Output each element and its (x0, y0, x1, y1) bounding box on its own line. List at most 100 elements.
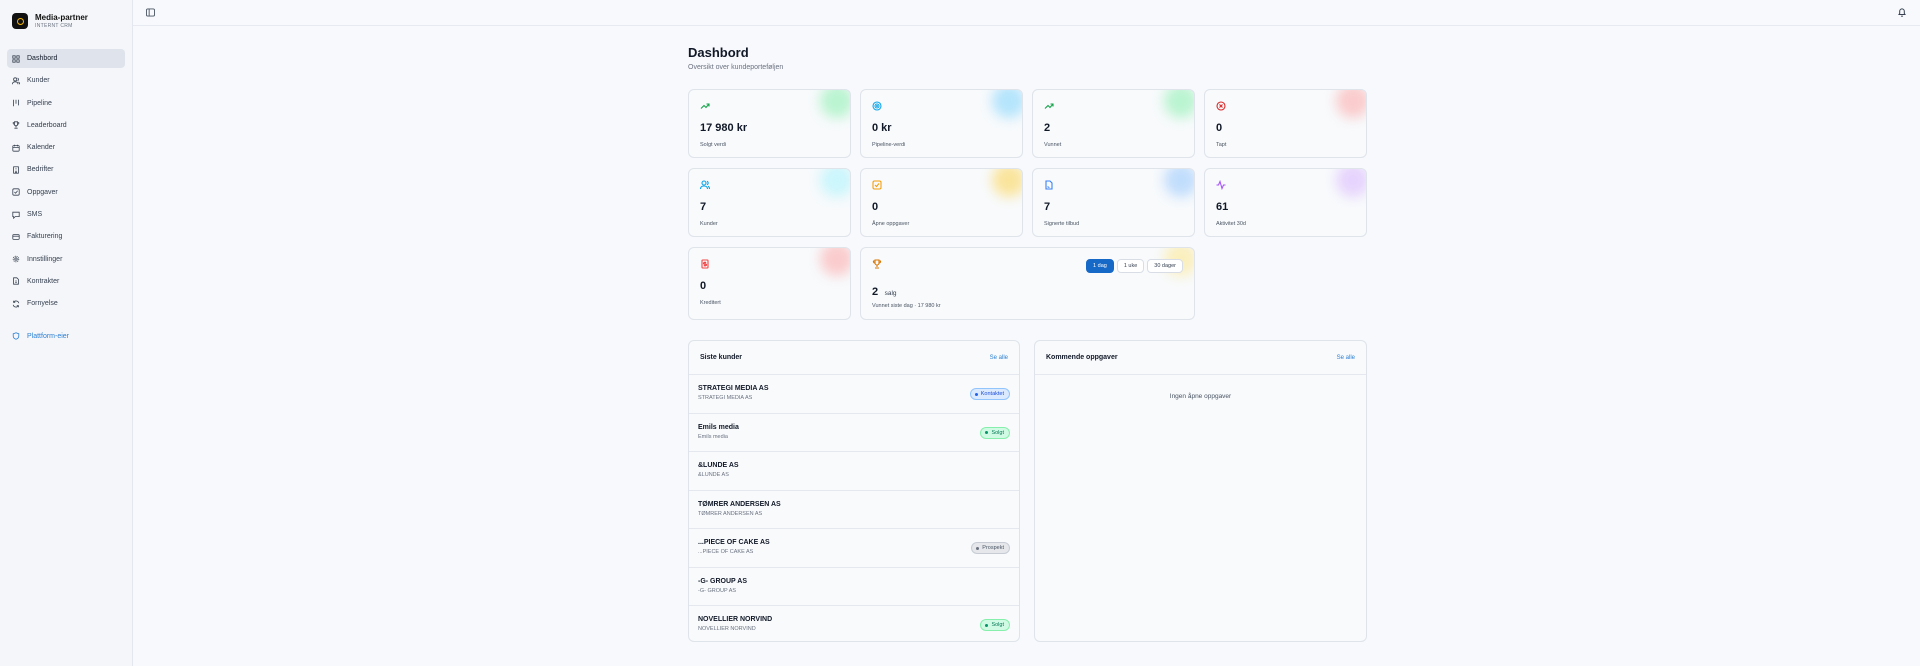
receipt-icon (701, 259, 709, 269)
check-square-icon (872, 180, 882, 190)
users-icon (12, 77, 20, 85)
sidebar-item-kunder[interactable]: Kunder (7, 71, 125, 90)
panel-title: Kommende oppgaver (1046, 354, 1118, 361)
building-icon (13, 166, 19, 174)
customer-sub: ...PIECE OF CAKE AS (698, 549, 754, 555)
activity-icon (1216, 180, 1226, 190)
credit-card-icon (12, 234, 20, 240)
bell-icon[interactable] (1897, 7, 1907, 17)
customer-name: TØMRER ANDERSEN AS (698, 500, 781, 508)
customer-sub: &LUNDE AS (698, 472, 729, 478)
customer-list: STRATEGI MEDIA AS STRATEGI MEDIA AS Kont… (689, 375, 1019, 641)
status-badge: Solgt (980, 619, 1010, 631)
brand-subtitle: INTERNT CRM (35, 22, 73, 29)
wins-value: 2 (872, 286, 879, 298)
stat-label: Pipeline-verdi (872, 142, 906, 148)
sidebar-item-kontrakter[interactable]: Kontrakter (7, 272, 125, 291)
sidebar-item-leaderboard[interactable]: Leaderboard (7, 116, 125, 135)
gear-icon (12, 255, 20, 263)
stat-value: 2 (1044, 122, 1051, 134)
trophy-icon (12, 121, 20, 129)
stat-label: Solgt verdi (700, 142, 726, 148)
see-all-tasks-link[interactable]: Se alle (1336, 354, 1355, 361)
brand-logo-icon (12, 13, 28, 29)
period-30-days-button[interactable]: 30 dager (1147, 259, 1183, 273)
wins-label: Vunnet siste dag · 17 980 kr (872, 303, 941, 309)
card-glow (992, 90, 1022, 118)
period-1-week-button[interactable]: 1 uke (1116, 259, 1145, 273)
card-glow (1164, 90, 1194, 118)
sidebar-item-platform-owner[interactable]: Plattform-eier (7, 327, 125, 346)
stat-card-credited[interactable]: 0 Kreditert (688, 247, 851, 320)
target-icon (872, 101, 882, 111)
trending-up-icon (1044, 103, 1054, 109)
list-item[interactable]: Emils media Emils media Solgt (689, 414, 1019, 452)
status-dot-icon (985, 431, 989, 434)
stat-card-open-tasks[interactable]: 0 Åpne oppgaver (860, 168, 1023, 237)
status-dot-icon (985, 623, 989, 627)
sidebar-item-label: Kalender (27, 144, 56, 152)
period-1-day-button[interactable]: 1 dag (1086, 259, 1114, 273)
sidebar: Media-partner INTERNT CRM Dashbord Kunde… (0, 0, 133, 666)
recent-customers-panel: Siste kunder Se alle STRATEGI MEDIA AS S… (688, 340, 1020, 642)
card-glow (1164, 169, 1194, 197)
calendar-icon (12, 144, 20, 152)
stat-card-won[interactable]: 2 Vunnet (1032, 89, 1195, 158)
list-item[interactable]: STRATEGI MEDIA AS STRATEGI MEDIA AS Kont… (689, 375, 1019, 414)
trophy-icon (872, 259, 882, 269)
sidebar-item-bedrifter[interactable]: Bedrifter (7, 160, 125, 179)
status-badge: Solgt (980, 426, 1010, 439)
sidebar-item-label: Fakturering (27, 233, 63, 241)
kanban-icon (13, 99, 19, 107)
status-text: Solgt (991, 429, 1004, 436)
list-item[interactable]: ...PIECE OF CAKE AS ...PIECE OF CAKE AS … (689, 529, 1019, 568)
customer-name: Emils media (698, 423, 739, 431)
stat-label: Vunnet (1044, 142, 1062, 148)
brand[interactable]: Media-partner INTERNT CRM (0, 0, 132, 42)
sidebar-item-fornyelse[interactable]: Fornyelse (7, 294, 125, 313)
stat-card-activity[interactable]: 61 Aktivitet 30d (1204, 168, 1367, 237)
card-glow (992, 169, 1022, 197)
brand-title: Media-partner (35, 12, 88, 22)
sidebar-item-pipeline[interactable]: Pipeline (7, 94, 125, 113)
list-item[interactable]: &LUNDE AS &LUNDE AS (689, 452, 1019, 491)
status-text: Kontaktet (980, 391, 1004, 397)
customer-sub: STRATEGI MEDIA AS (698, 395, 753, 401)
stat-card-pipeline-value[interactable]: 0 kr Pipeline-verdi (860, 89, 1023, 158)
stat-card-sold-value[interactable]: 17 980 kr Solgt verdi (688, 89, 851, 158)
panel-title: Siste kunder (700, 354, 743, 361)
sidebar-item-kalender[interactable]: Kalender (7, 138, 125, 157)
status-badge: Prospekt (971, 542, 1010, 554)
stat-label: Tapt (1216, 142, 1227, 148)
stat-value: 0 kr (872, 122, 892, 134)
list-item[interactable]: TØMRER ANDERSEN AS TØMRER ANDERSEN AS (689, 491, 1019, 529)
sidebar-item-label: Bedrifter (27, 166, 54, 174)
sidebar-item-fakturering[interactable]: Fakturering (7, 227, 125, 246)
customer-sub: TØMRER ANDERSEN AS (698, 510, 763, 517)
stat-card-customers[interactable]: 7 Kunder (688, 168, 851, 237)
sidebar-item-sms[interactable]: SMS (7, 205, 125, 224)
see-all-customers-link[interactable]: Se alle (989, 354, 1008, 361)
refresh-icon (12, 300, 20, 308)
card-glow (1336, 90, 1366, 118)
stat-card-lost[interactable]: 0 Tapt (1204, 89, 1367, 158)
stat-card-signed-offers[interactable]: 7 Signerte tilbud (1032, 168, 1195, 237)
card-glow (820, 90, 850, 118)
sidebar-item-label: Leaderboard (27, 121, 67, 129)
layout-grid-icon (12, 54, 20, 63)
list-item[interactable]: -G- GROUP AS -G- GROUP AS (689, 568, 1019, 606)
list-item[interactable]: NOVELLIER NORVIND NOVELLIER NORVIND Solg… (689, 606, 1019, 641)
period-selector: 1 dag 1 uke 30 dager (1086, 259, 1183, 273)
customer-name: -G- GROUP AS (698, 577, 748, 585)
empty-state-text: Ingen åpne oppgaver (1169, 393, 1232, 400)
sidebar-item-label: Kunder (27, 77, 50, 85)
sidebar-item-innstillinger[interactable]: Innstillinger (7, 250, 125, 269)
trending-up-icon (700, 103, 710, 109)
wins-card: 1 dag 1 uke 30 dager 2 salg Vunnet siste… (860, 247, 1195, 320)
sidebar-item-oppgaver[interactable]: Oppgaver (7, 183, 125, 202)
sidebar-toggle-icon[interactable] (146, 8, 155, 17)
sidebar-nav: Dashbord Kunder Pipeline Leaderboard Kal… (0, 42, 132, 346)
customer-name: &LUNDE AS (698, 462, 739, 469)
sidebar-item-dashbord[interactable]: Dashbord (7, 49, 125, 68)
sidebar-item-label: Dashbord (27, 55, 58, 62)
